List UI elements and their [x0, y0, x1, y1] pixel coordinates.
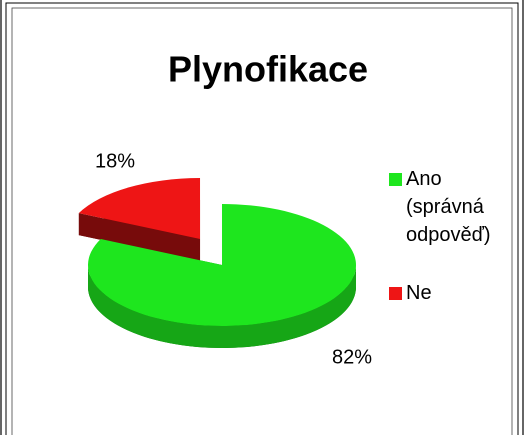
data-label: 82% — [332, 346, 372, 368]
chart-title: Plynofikace — [168, 49, 368, 90]
inner-frame — [5, 2, 519, 435]
data-label: 18% — [95, 150, 135, 172]
legend-swatch — [389, 173, 402, 186]
legend-label: Ne — [406, 282, 432, 304]
slice — [78, 178, 201, 240]
chart-frame — [11, 7, 513, 435]
legend-label: Ano (správná odpověď) — [406, 168, 491, 246]
slice-side — [88, 265, 356, 348]
slice-cut-face — [78, 213, 201, 262]
slice — [87, 203, 356, 326]
legend-swatch — [389, 287, 402, 300]
